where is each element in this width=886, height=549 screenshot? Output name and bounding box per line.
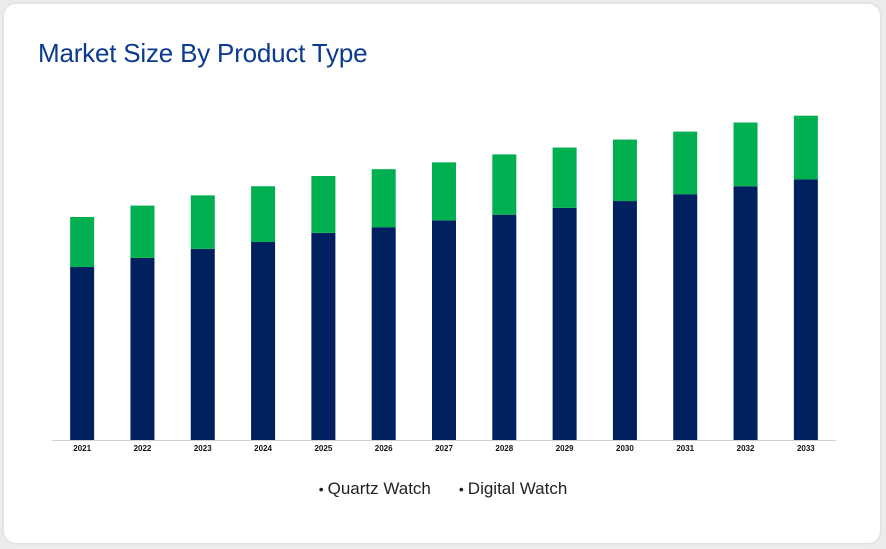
bar-quartz-watch-2026 [371, 227, 396, 440]
bar-digital-watch-2024 [251, 186, 276, 242]
bar-quartz-watch-2023 [190, 248, 215, 440]
bar-quartz-watch-2022 [130, 257, 155, 440]
legend-bullet-icon: • [318, 481, 324, 497]
x-tick-label-2026: 2026 [375, 444, 393, 453]
bar-quartz-watch-2033 [793, 179, 818, 440]
bar-digital-watch-2022 [130, 205, 155, 258]
bar-digital-watch-2029 [552, 147, 577, 208]
legend-item-digital-watch: • Digital Watch [459, 479, 567, 499]
x-tick-label-2033: 2033 [797, 444, 815, 453]
bar-quartz-watch-2030 [612, 201, 637, 440]
x-tick-label-2022: 2022 [134, 444, 152, 453]
legend-bullet-icon: • [458, 481, 464, 497]
bar-digital-watch-2028 [492, 154, 517, 215]
bar-quartz-watch-2025 [311, 232, 336, 440]
bar-quartz-watch-2028 [492, 214, 517, 440]
x-tick-label-2030: 2030 [616, 444, 634, 453]
x-tick-label-2024: 2024 [254, 444, 272, 453]
bar-digital-watch-2027 [432, 162, 456, 221]
legend-label: Digital Watch [467, 479, 568, 498]
bar-quartz-watch-2027 [432, 220, 456, 440]
x-tick-label-2029: 2029 [556, 444, 574, 453]
bar-digital-watch-2025 [311, 176, 336, 233]
bar-digital-watch-2021 [70, 216, 95, 268]
bar-digital-watch-2026 [371, 169, 396, 228]
bar-quartz-watch-2021 [70, 267, 95, 440]
x-tick-label-2025: 2025 [314, 444, 332, 453]
legend-label: Quartz Watch [327, 479, 431, 498]
chart-legend: • Quartz Watch • Digital Watch [0, 479, 886, 499]
chart-title: Market Size By Product Type [38, 38, 368, 68]
x-tick-label-2028: 2028 [495, 444, 513, 453]
bar-digital-watch-2031 [673, 131, 698, 195]
x-tick-label-2027: 2027 [435, 444, 453, 453]
bar-digital-watch-2032 [733, 122, 758, 187]
bar-digital-watch-2033 [793, 115, 818, 180]
x-tick-label-2032: 2032 [737, 444, 755, 453]
bar-quartz-watch-2029 [552, 207, 577, 440]
x-tick-label-2031: 2031 [676, 444, 694, 453]
bar-quartz-watch-2024 [251, 242, 276, 440]
bar-digital-watch-2023 [190, 195, 215, 249]
x-tick-label-2023: 2023 [194, 444, 212, 453]
x-tick-label-2021: 2021 [73, 444, 91, 453]
bar-quartz-watch-2031 [673, 194, 698, 440]
bar-digital-watch-2030 [612, 139, 637, 202]
bar-quartz-watch-2032 [733, 186, 758, 440]
legend-item-quartz-watch: • Quartz Watch [319, 479, 431, 499]
